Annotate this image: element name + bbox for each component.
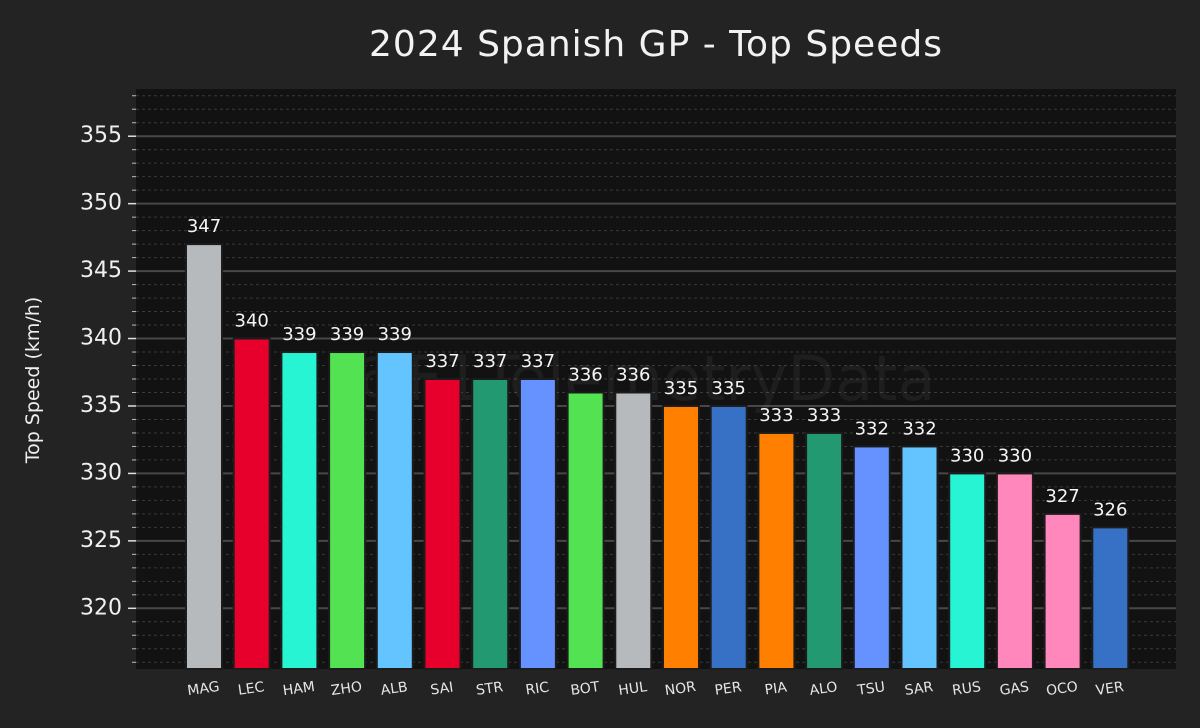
x-tick-label-sai: SAI — [430, 680, 455, 699]
x-tick-label-zho: ZHO — [330, 679, 363, 699]
x-tick-label-pia: PIA — [764, 680, 789, 699]
x-tick-label-lec: LEC — [237, 679, 266, 699]
chart-title: 2024 Spanish GP - Top Speeds — [369, 24, 943, 65]
value-label-bot: 336 — [568, 364, 602, 385]
y-tick-label: 330 — [80, 460, 122, 485]
x-tick-label-rus: RUS — [951, 679, 982, 699]
value-label-oco: 327 — [1045, 486, 1079, 507]
x-tick-label-str: STR — [475, 679, 504, 699]
x-tick-label-ric: RIC — [525, 679, 551, 698]
value-label-str: 337 — [473, 351, 507, 372]
y-tick-label: 340 — [80, 326, 122, 351]
y-tick-label: 320 — [80, 595, 122, 620]
y-tick-label: 350 — [80, 191, 122, 216]
value-label-lec: 340 — [235, 311, 269, 332]
bar-mag — [185, 243, 223, 670]
bar-nor — [662, 404, 700, 670]
bar-sar — [900, 445, 939, 670]
value-label-ham: 339 — [282, 324, 316, 345]
bar-pia — [757, 431, 796, 670]
x-tick-label-alo: ALO — [809, 679, 839, 699]
x-tick-label-per: PER — [714, 679, 743, 699]
value-label-gas: 330 — [998, 445, 1032, 466]
x-tick-label-ham: HAM — [282, 679, 316, 699]
bar-bot — [566, 391, 605, 670]
bar-tsu — [852, 445, 891, 670]
bar-lec — [232, 337, 271, 670]
value-label-sai: 337 — [425, 351, 459, 372]
bar-ric — [518, 378, 557, 670]
value-label-per: 335 — [712, 378, 746, 399]
bar-ver — [1091, 526, 1130, 670]
value-label-ver: 326 — [1093, 499, 1127, 520]
value-label-mag: 347 — [187, 216, 221, 237]
y-tick-label: 325 — [80, 528, 122, 553]
bar-sai — [423, 378, 462, 670]
bar-ham — [280, 351, 319, 670]
bar-str — [471, 378, 510, 670]
bar-alo — [805, 431, 844, 670]
bar-oco — [1043, 512, 1082, 670]
bar-hul — [614, 391, 653, 670]
value-label-tsu: 332 — [855, 418, 889, 439]
x-tick-label-hul: HUL — [617, 679, 648, 699]
bar-alb — [375, 351, 414, 670]
value-label-hul: 336 — [616, 364, 650, 385]
x-tick-label-mag: MAG — [186, 679, 220, 699]
value-label-sar: 332 — [902, 418, 936, 439]
x-tick-label-bot: BOT — [570, 679, 601, 699]
x-tick-label-sar: SAR — [904, 679, 935, 699]
bar-rus — [948, 472, 987, 670]
x-tick-label-gas: GAS — [999, 679, 1030, 699]
value-label-alo: 333 — [807, 405, 841, 426]
value-label-zho: 339 — [330, 324, 364, 345]
bar-per — [709, 404, 748, 670]
value-label-alb: 339 — [378, 324, 412, 345]
value-label-pia: 333 — [759, 405, 793, 426]
x-tick-label-oco: OCO — [1045, 679, 1079, 699]
value-label-rus: 330 — [950, 445, 984, 466]
bar-gas — [995, 472, 1034, 670]
x-tick-label-alb: ALB — [380, 679, 409, 699]
value-label-ric: 337 — [521, 351, 555, 372]
bar-zho — [328, 351, 367, 670]
x-tick-label-ver: VER — [1095, 679, 1125, 699]
x-tick-label-nor: NOR — [664, 679, 697, 699]
y-tick-label: 355 — [80, 123, 122, 148]
y-tick-label: 335 — [80, 393, 122, 418]
y-tick-label: 345 — [80, 258, 122, 283]
value-label-nor: 335 — [664, 378, 698, 399]
x-tick-label-tsu: TSU — [855, 679, 886, 699]
